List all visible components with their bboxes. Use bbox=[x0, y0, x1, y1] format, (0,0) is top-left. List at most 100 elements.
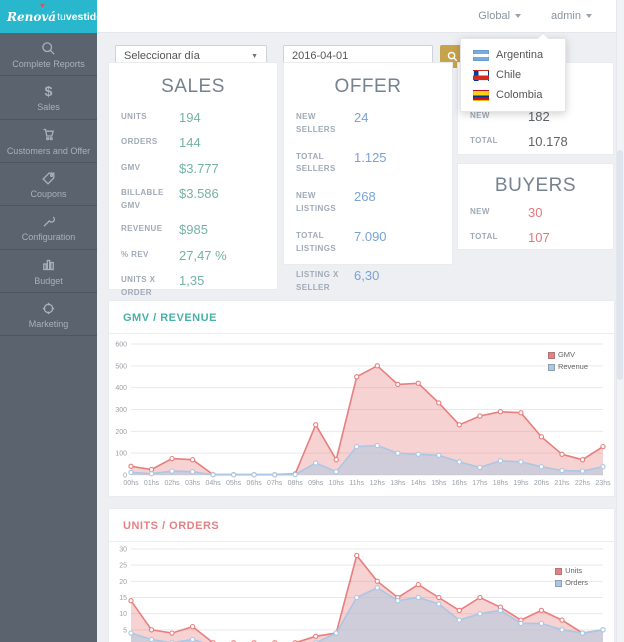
data-point-gmv[interactable] bbox=[128, 463, 134, 469]
series-area-revenue bbox=[131, 445, 603, 475]
legend-item-gmv[interactable]: GMV bbox=[547, 349, 588, 361]
date-input[interactable] bbox=[283, 45, 433, 67]
data-point-units[interactable] bbox=[313, 633, 319, 639]
legend-swatch bbox=[555, 567, 563, 575]
legend-item-orders[interactable]: Orders bbox=[555, 577, 588, 589]
data-point-gmv[interactable] bbox=[436, 400, 442, 406]
data-point-gmv[interactable] bbox=[415, 380, 421, 386]
data-point-orders[interactable] bbox=[374, 585, 380, 591]
data-point-revenue[interactable] bbox=[374, 442, 380, 449]
data-point-units[interactable] bbox=[189, 623, 196, 630]
legend-item-revenue[interactable]: Revenue bbox=[547, 361, 588, 373]
data-point-gmv[interactable] bbox=[600, 443, 606, 450]
data-point-orders[interactable] bbox=[148, 636, 155, 642]
data-point-gmv[interactable] bbox=[579, 457, 586, 463]
data-point-revenue[interactable] bbox=[189, 469, 196, 475]
data-point-gmv[interactable] bbox=[559, 451, 565, 457]
data-point-gmv[interactable] bbox=[518, 410, 524, 416]
data-point-orders[interactable] bbox=[538, 620, 545, 627]
data-point-gmv[interactable] bbox=[313, 422, 319, 428]
sidebar-item-complete-reports[interactable]: Complete Reports bbox=[0, 33, 97, 77]
data-point-orders[interactable] bbox=[456, 617, 462, 623]
data-point-gmv[interactable] bbox=[497, 409, 504, 415]
x-tick-label: 13hs bbox=[390, 480, 406, 487]
data-point-gmv[interactable] bbox=[354, 374, 360, 380]
chevron-down-icon bbox=[515, 14, 522, 18]
data-point-units[interactable] bbox=[354, 552, 360, 559]
scrollbar-thumb[interactable] bbox=[617, 150, 623, 380]
menu-item-argentina[interactable]: Argentina bbox=[461, 45, 565, 65]
data-point-units[interactable] bbox=[415, 581, 421, 588]
data-point-revenue[interactable] bbox=[292, 471, 298, 478]
sidebar-item-configuration[interactable]: Configuration bbox=[0, 206, 97, 250]
logo[interactable]: Renová ♥ tu vestidor bbox=[0, 0, 118, 33]
data-point-revenue[interactable] bbox=[497, 458, 504, 464]
data-point-gmv[interactable] bbox=[395, 381, 401, 388]
data-point-gmv[interactable] bbox=[148, 466, 155, 473]
data-point-orders[interactable] bbox=[497, 607, 504, 614]
data-point-revenue[interactable] bbox=[559, 467, 565, 474]
data-point-revenue[interactable] bbox=[354, 443, 360, 450]
dollar-icon: $ bbox=[44, 83, 53, 100]
menu-item-chile[interactable]: Chile bbox=[461, 65, 565, 85]
data-point-units[interactable] bbox=[559, 617, 565, 623]
data-point-gmv[interactable] bbox=[333, 457, 339, 463]
data-point-orders[interactable] bbox=[128, 630, 134, 636]
data-point-units[interactable] bbox=[456, 607, 462, 614]
data-point-units[interactable] bbox=[128, 598, 134, 604]
data-point-gmv[interactable] bbox=[477, 413, 483, 419]
scrollbar[interactable] bbox=[616, 0, 624, 642]
data-point-orders[interactable] bbox=[477, 611, 483, 617]
data-point-orders[interactable] bbox=[600, 627, 606, 633]
data-point-revenue[interactable] bbox=[477, 464, 483, 471]
data-point-orders[interactable] bbox=[354, 594, 360, 601]
data-point-orders[interactable] bbox=[189, 636, 196, 642]
data-point-units[interactable] bbox=[374, 578, 380, 584]
data-point-revenue[interactable] bbox=[272, 472, 278, 478]
sidebar-item-customers-and-offer[interactable]: Customers and Offer bbox=[0, 120, 97, 164]
data-point-gmv[interactable] bbox=[538, 434, 545, 440]
data-point-revenue[interactable] bbox=[251, 472, 257, 478]
global-dropdown[interactable]: Global bbox=[478, 10, 522, 22]
menu-item-colombia[interactable]: Colombia bbox=[461, 85, 565, 105]
data-point-revenue[interactable] bbox=[395, 450, 401, 456]
data-point-revenue[interactable] bbox=[333, 469, 339, 475]
data-point-revenue[interactable] bbox=[230, 472, 237, 478]
data-point-gmv[interactable] bbox=[374, 363, 380, 369]
sidebar-item-sales[interactable]: $ Sales bbox=[0, 76, 97, 120]
data-point-revenue[interactable] bbox=[600, 464, 606, 470]
sidebar-item-coupons[interactable]: Coupons bbox=[0, 163, 97, 207]
data-point-orders[interactable] bbox=[436, 601, 442, 607]
data-point-revenue[interactable] bbox=[210, 472, 216, 478]
legend-item-units[interactable]: Units bbox=[555, 565, 588, 577]
data-point-revenue[interactable] bbox=[456, 459, 462, 465]
data-point-revenue[interactable] bbox=[436, 452, 442, 458]
data-point-units[interactable] bbox=[169, 630, 175, 636]
data-point-orders[interactable] bbox=[395, 598, 401, 604]
data-point-revenue[interactable] bbox=[128, 469, 134, 476]
admin-dropdown[interactable]: admin bbox=[551, 10, 592, 22]
sidebar-item-marketing[interactable]: Marketing bbox=[0, 293, 97, 337]
data-point-revenue[interactable] bbox=[518, 459, 524, 465]
data-point-orders[interactable] bbox=[579, 630, 586, 636]
data-point-units[interactable] bbox=[538, 607, 545, 614]
hamburger-menu-icon[interactable] bbox=[106, 12, 118, 21]
data-point-gmv[interactable] bbox=[456, 422, 462, 428]
data-point-revenue[interactable] bbox=[313, 460, 319, 466]
data-point-revenue[interactable] bbox=[415, 451, 421, 457]
data-point-units[interactable] bbox=[477, 594, 483, 601]
data-point-gmv[interactable] bbox=[169, 455, 175, 462]
data-point-units[interactable] bbox=[436, 594, 442, 601]
y-tick-label: 400 bbox=[115, 385, 127, 392]
data-point-revenue[interactable] bbox=[579, 468, 586, 474]
data-point-orders[interactable] bbox=[518, 620, 524, 627]
data-point-orders[interactable] bbox=[559, 627, 565, 633]
data-point-units[interactable] bbox=[148, 627, 155, 633]
data-point-revenue[interactable] bbox=[538, 464, 545, 470]
data-point-orders[interactable] bbox=[415, 594, 421, 601]
data-point-revenue[interactable] bbox=[169, 468, 175, 474]
data-point-gmv[interactable] bbox=[189, 457, 196, 463]
sidebar-item-budget[interactable]: Budget bbox=[0, 250, 97, 294]
data-point-revenue[interactable] bbox=[148, 471, 155, 477]
data-point-orders[interactable] bbox=[333, 630, 339, 636]
